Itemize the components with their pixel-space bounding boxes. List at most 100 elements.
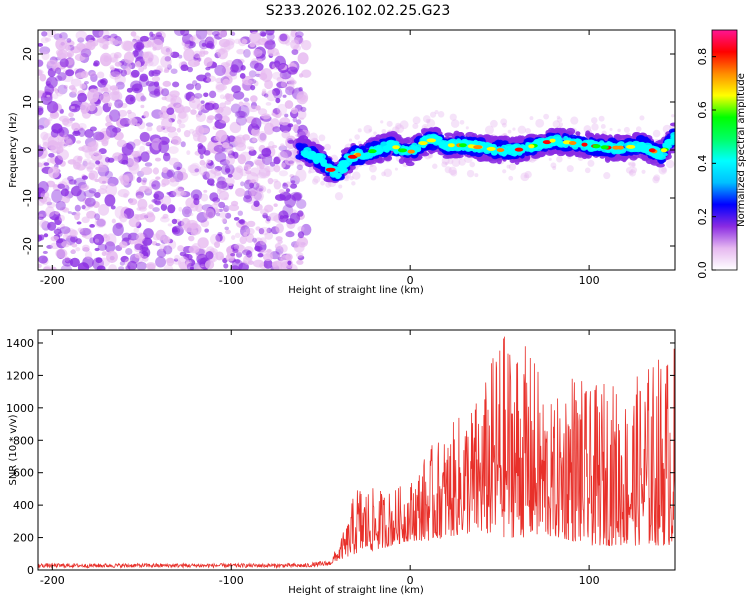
spectrogram-noise-blob <box>289 175 301 185</box>
spectrogram-noise-blob <box>76 42 86 51</box>
spectrogram-noise-blob <box>148 204 154 210</box>
spectrogram-noise-blob <box>138 66 145 73</box>
spectrogram-noise-blob <box>76 212 81 216</box>
spectrogram-noise-blob <box>187 66 193 73</box>
spectrogram-noise-blob <box>59 58 69 68</box>
spectrogram-noise-blob <box>166 107 175 116</box>
spectrogram-noise-blob <box>229 121 242 134</box>
spectrogram-noise-blob <box>109 90 120 101</box>
spectrogram-faint-blob <box>591 123 599 131</box>
spectrogram-peak <box>514 147 524 152</box>
spectrogram-noise-blob <box>230 265 240 270</box>
spectrogram-noise-blob <box>104 170 113 179</box>
spectrogram-noise-blob <box>66 119 73 124</box>
spectrogram-peak <box>581 142 588 147</box>
spectrogram-peak <box>459 143 467 148</box>
spectrogram-noise-blob <box>205 251 214 260</box>
spectrogram-noise-blob <box>79 45 91 59</box>
snr-ytick-label: 200 <box>13 532 34 545</box>
spectrogram-noise-blob <box>172 170 184 182</box>
spectrogram-noise-blob <box>38 69 44 76</box>
spectrogram-noise-blob <box>295 252 304 258</box>
spectrogram-ridge-blob <box>479 157 486 162</box>
spectrogram-noise-blob <box>252 237 257 243</box>
spectrogram-faint-blob <box>320 180 325 186</box>
spectrogram-noise-blob <box>190 109 197 115</box>
spectrogram-noise-blob <box>161 195 172 206</box>
spectrogram-faint-blob <box>381 128 387 134</box>
spectrogram-noise-blob <box>166 50 174 57</box>
spectrogram-noise-blob <box>285 86 295 96</box>
spectrogram-noise-blob <box>57 72 67 81</box>
spectrogram-noise-blob <box>133 87 140 92</box>
spectrogram-faint-blob <box>412 123 419 130</box>
spectrogram-noise-blob <box>206 30 213 36</box>
spectrogram-noise-blob <box>52 184 58 188</box>
spectrogram-noise-blob <box>300 39 312 51</box>
spectrogram-noise-blob <box>243 97 250 102</box>
spectrogram-noise-blob <box>262 253 274 262</box>
spectrogram-faint-blob <box>309 132 318 142</box>
spectrogram-noise-blob <box>146 126 153 132</box>
spectrogram-noise-blob <box>176 166 181 171</box>
spectrogram-noise-blob <box>296 198 307 209</box>
spectrogram-noise-blob <box>41 31 48 37</box>
spectrogram-noise-blob <box>121 40 133 51</box>
spectrogram-noise-blob <box>57 84 68 95</box>
spectrogram-noise-blob <box>215 77 224 84</box>
spectrogram-noise-blob <box>218 208 224 212</box>
spectrogram-faint-blob <box>603 172 611 180</box>
spectrogram-noise-blob <box>264 232 274 240</box>
spectrogram-faint-blob <box>338 184 343 189</box>
spectrogram-noise-blob <box>266 188 272 194</box>
spectrogram-noise-blob <box>119 241 128 249</box>
spectrogram-noise-blob <box>73 177 86 188</box>
spectrogram-ridge-blob <box>670 134 675 141</box>
spectrogram-noise-blob <box>84 129 94 138</box>
spectrogram-faint-blob <box>508 163 517 171</box>
spectrogram-noise-blob <box>55 37 67 51</box>
spectrogram-noise-blob <box>135 60 142 68</box>
spectrogram-faint-blob <box>368 164 377 173</box>
spectrogram-faint-blob <box>368 128 372 133</box>
spectrogram-faint-blob <box>548 157 552 161</box>
spectrogram-noise-blob <box>57 149 69 161</box>
spectrogram-noise-blob <box>188 235 195 242</box>
spectrogram-noise-blob <box>120 69 127 77</box>
spectrogram-faint-blob <box>520 172 530 182</box>
spectrogram-faint-blob <box>311 178 319 185</box>
spectrogram-noise-blob <box>297 128 303 132</box>
spectrogram-peak <box>367 149 377 154</box>
spectrogram-noise-blob <box>248 146 255 152</box>
spectrogram-noise-blob <box>271 88 281 96</box>
spectrogram-noise-blob <box>263 258 273 269</box>
spectrogram-noise-blob <box>70 78 82 87</box>
spectrogram-noise-blob <box>140 104 145 109</box>
spectrogram-noise-blob <box>95 160 101 165</box>
colorbar-tick-label: 0.8 <box>696 48 709 66</box>
spectrogram-ridge-blob <box>341 161 348 169</box>
spectrogram-noise-blob <box>77 128 86 137</box>
spectrogram-noise-blob <box>133 227 139 234</box>
spectrogram-noise-blob <box>196 74 207 82</box>
spectrogram-faint-blob <box>641 169 646 174</box>
spectrogram-noise-blob <box>235 115 247 126</box>
spectrogram-noise-blob <box>111 218 116 224</box>
spectrogram-faint-blob <box>357 128 362 133</box>
spectrogram-noise-blob <box>239 235 247 245</box>
spectrogram-noise-blob <box>260 37 266 43</box>
figure-title: S233.2026.102.02.25.G23 <box>266 3 451 19</box>
spectrogram-noise-blob <box>86 210 97 219</box>
spectrogram-noise-blob <box>98 204 110 216</box>
spectrogram-noise-blob <box>152 167 160 175</box>
spectrogram-noise-blob <box>81 205 86 210</box>
spectrogram-noise-blob <box>200 172 205 176</box>
spectrogram-noise-blob <box>214 241 221 248</box>
spectrogram-noise-blob <box>77 181 88 189</box>
spectrogram-ylabel: Frequency (Hz) <box>8 112 19 188</box>
spectrogram-noise-blob <box>253 158 266 166</box>
spectrogram-ridge-blob <box>398 157 405 165</box>
spectrogram-noise-blob <box>277 151 288 161</box>
spectrogram-noise-blob <box>47 221 57 231</box>
